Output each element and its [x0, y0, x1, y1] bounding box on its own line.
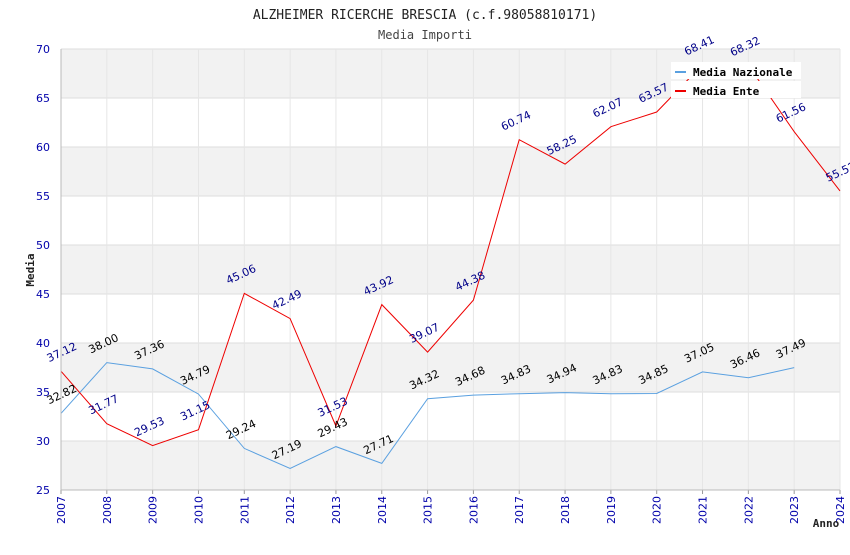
data-label: 29.53: [132, 414, 166, 439]
legend-label: Media Ente: [693, 85, 760, 98]
x-tick-label: 2013: [330, 496, 343, 524]
x-tick-label: 2009: [147, 496, 160, 524]
y-tick-label: 40: [36, 337, 50, 350]
x-tick-label: 2018: [559, 496, 572, 524]
data-label: 31.53: [316, 395, 350, 420]
x-tick-label: 2010: [192, 496, 205, 524]
x-tick-label: 2021: [697, 496, 710, 524]
y-tick-label: 65: [36, 92, 50, 105]
legend-label: Media Nazionale: [693, 66, 793, 79]
grid-band: [61, 245, 840, 294]
y-tick-label: 60: [36, 141, 50, 154]
grid-band: [61, 147, 840, 196]
x-tick-label: 2022: [742, 496, 755, 524]
tick-labels: 25 30 35 40 45 50 55 60 65 70 2007 2008 2009 2010 2011…: [36, 43, 847, 524]
x-tick-label: 2023: [788, 496, 801, 524]
x-tick-label: 2020: [651, 496, 664, 524]
x-axis-label: Anno: [813, 517, 840, 530]
axes: [60, 49, 841, 494]
x-tick-label: 2016: [467, 496, 480, 524]
x-tick-label: 2017: [513, 496, 526, 524]
x-tick-label: 2011: [238, 496, 251, 524]
legend: Media Nazionale Media Ente: [671, 62, 801, 98]
x-tick-label: 2019: [605, 496, 618, 524]
legend-background: [671, 81, 801, 98]
series-line-media-nazionale: [60, 362, 795, 470]
y-axis-label: Media: [24, 253, 37, 286]
x-tick-label: 2008: [101, 496, 114, 524]
legend-background: [671, 62, 801, 79]
x-tick-label: 2024: [834, 496, 847, 524]
x-tick-label: 2007: [55, 496, 68, 524]
y-tick-label: 55: [36, 190, 50, 203]
y-tick-label: 25: [36, 484, 50, 497]
y-tick-label: 70: [36, 43, 50, 56]
chart-title: ALZHEIMER RICERCHE BRESCIA (c.f.98058810…: [253, 8, 597, 23]
grid-bands: [61, 49, 840, 490]
data-label: 60.74: [499, 108, 533, 133]
y-tick-label: 45: [36, 288, 50, 301]
chart-subtitle: Media Importi: [378, 28, 472, 42]
y-tick-label: 35: [36, 386, 50, 399]
data-label: 29.24: [224, 417, 258, 442]
x-tick-label: 2015: [422, 496, 435, 524]
x-tick-label: 2012: [284, 496, 297, 524]
y-tick-label: 50: [36, 239, 50, 252]
x-tick-label: 2014: [376, 496, 389, 524]
data-label: 31.77: [87, 392, 121, 417]
data-label: 61.56: [774, 100, 808, 125]
data-label: 31.15: [178, 398, 212, 423]
y-tick-label: 30: [36, 435, 50, 448]
data-label: 62.07: [591, 95, 625, 120]
grid-band: [61, 441, 840, 490]
grid-band: [61, 343, 840, 392]
